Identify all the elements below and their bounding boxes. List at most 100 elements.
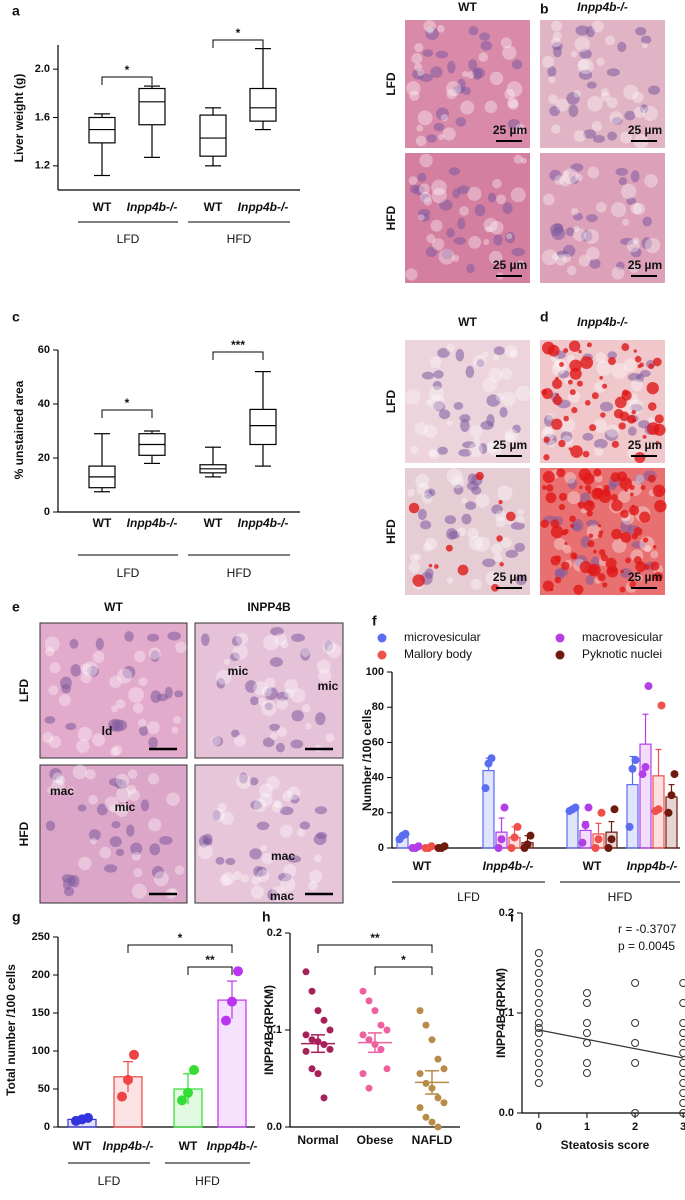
histology-texture: [505, 231, 516, 244]
data-point: [416, 1104, 424, 1112]
histology-texture: [212, 809, 221, 821]
histology-texture: [452, 188, 461, 199]
histology-texture: [555, 254, 567, 266]
histology-texture: [548, 75, 556, 84]
histology-texture: [504, 344, 518, 358]
histology-texture: [584, 229, 599, 244]
data-point: [654, 805, 663, 814]
histology-texture: [643, 563, 650, 570]
histology-texture: [174, 865, 185, 875]
histology-texture: [273, 800, 282, 808]
histology-texture: [566, 265, 577, 276]
histology-texture: [602, 488, 611, 497]
histology-texture: [626, 239, 640, 253]
data-point: [117, 1091, 127, 1102]
histology-texture: [630, 444, 638, 452]
histology-texture: [611, 499, 623, 512]
histology-texture: [542, 426, 553, 437]
histology-texture: [290, 688, 306, 703]
histology-texture: [231, 635, 243, 647]
significance-bracket: [317, 944, 433, 953]
histology-texture: [452, 254, 460, 262]
x-tick-label: WT: [204, 516, 223, 530]
histology-texture: [600, 554, 608, 562]
histology-texture: [446, 88, 457, 100]
histology-texture: [584, 399, 591, 406]
histology-texture: [596, 360, 612, 377]
histology-texture: [644, 545, 652, 553]
y-tick-label: 0: [44, 506, 50, 518]
panel-label: c: [12, 309, 20, 325]
histology-texture: [441, 249, 453, 260]
histology-texture: [543, 414, 554, 427]
histology-texture: [261, 686, 272, 697]
data-point: [534, 979, 543, 987]
histology-texture: [408, 176, 418, 186]
significance-label: ***: [231, 338, 245, 352]
histology-texture: [405, 268, 418, 281]
data-point: [377, 1045, 385, 1053]
data-point: [183, 1087, 193, 1098]
data-point: [513, 822, 522, 831]
scale-bar-label: 25 µm: [493, 258, 527, 272]
histology-texture: [623, 358, 637, 372]
histology-texture: [618, 490, 631, 503]
histology-texture: [542, 485, 547, 490]
histology-texture: [120, 803, 129, 811]
histology-texture: [461, 497, 468, 504]
column-label: WT: [104, 600, 123, 614]
histology-texture: [605, 35, 616, 46]
histology-texture: [614, 396, 627, 409]
histology-texture: [577, 501, 586, 509]
histology-texture: [88, 795, 98, 805]
y-tick-label: 40: [38, 398, 50, 410]
histology-texture: [575, 173, 583, 182]
data-point: [534, 1059, 543, 1067]
histology-texture: [235, 632, 249, 646]
histology-texture: [457, 527, 467, 537]
histology-texture: [624, 488, 628, 492]
histology-texture: [271, 801, 283, 813]
histology-texture: [77, 804, 87, 812]
histology-texture: [148, 736, 158, 750]
histology-texture: [416, 482, 430, 496]
histology-texture: [627, 426, 637, 436]
histology-texture: [568, 340, 581, 352]
histology-texture: [424, 537, 438, 551]
panel-label: h: [262, 909, 271, 925]
histology-texture: [460, 100, 475, 115]
data-point: [667, 791, 676, 800]
data-point: [123, 1074, 133, 1085]
histology-texture: [599, 375, 603, 380]
histology-texture: [566, 91, 580, 105]
bar: [626, 784, 639, 849]
histology-texture: [276, 726, 287, 738]
histology-texture: [137, 718, 147, 728]
histology-texture: [455, 348, 465, 362]
histology-texture: [569, 367, 582, 380]
x-tick-label: Inpp4b-/-: [207, 1139, 258, 1153]
histology-texture: [473, 437, 480, 444]
histology-texture: [505, 549, 519, 558]
histology-texture: [270, 626, 284, 636]
histology-texture: [606, 424, 620, 438]
histology-texture: [648, 416, 655, 423]
histology-texture: [634, 355, 642, 363]
data-point: [679, 1019, 685, 1027]
histology-texture: [512, 424, 521, 434]
histology-texture: [461, 71, 469, 78]
histology-texture: [500, 368, 513, 380]
histology-texture: [573, 130, 586, 143]
histology-texture: [55, 775, 66, 786]
histology-texture: [587, 563, 601, 577]
histology-texture: [410, 445, 419, 455]
histology-texture: [115, 848, 125, 857]
data-point: [308, 987, 316, 995]
data-point: [631, 1019, 640, 1027]
data-point: [670, 770, 679, 779]
histology-texture: [482, 351, 489, 358]
histology-texture: [262, 737, 275, 748]
histology-texture: [423, 197, 433, 206]
histology-texture: [453, 402, 464, 410]
x-tick-label: Inpp4b-/-: [238, 516, 289, 530]
